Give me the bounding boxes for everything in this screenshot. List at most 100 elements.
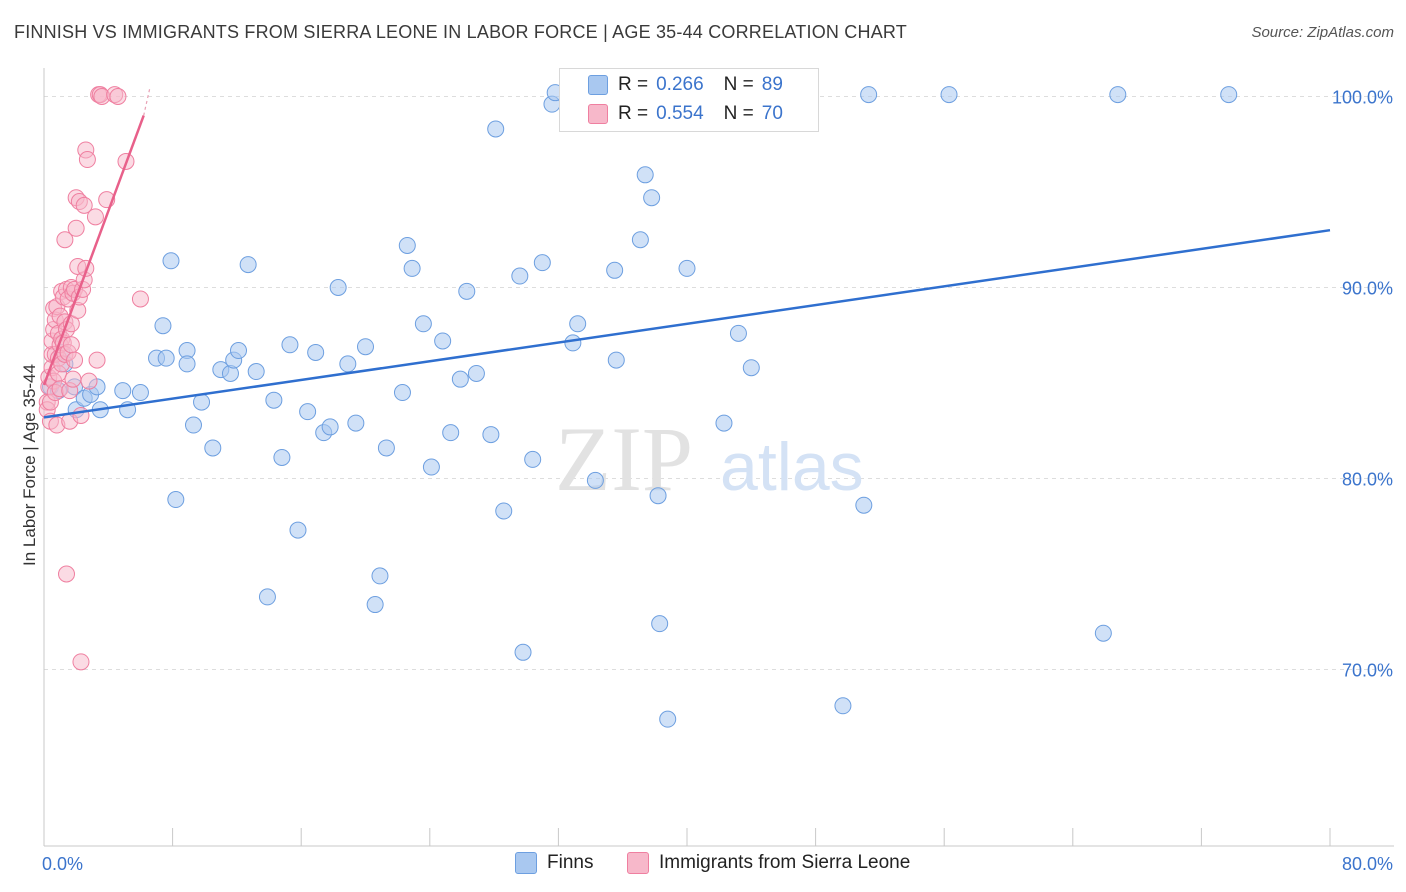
finns-point — [442, 424, 460, 442]
finns-point — [239, 256, 257, 274]
finns-point — [564, 334, 582, 352]
finns-point — [307, 343, 325, 361]
finns-point — [659, 710, 677, 728]
finns-point — [940, 86, 958, 104]
finns-point — [729, 324, 747, 342]
legend-swatch-finns — [588, 75, 608, 95]
finns-swatch-icon — [515, 852, 537, 874]
sierra-point — [72, 406, 90, 424]
finns-point — [649, 487, 667, 505]
legend-label-sierra: Immigrants from Sierra Leone — [659, 852, 911, 873]
finns-point — [321, 418, 339, 436]
legend-n-label: N = — [723, 103, 754, 124]
y-tick-label: 90.0% — [1342, 279, 1393, 299]
finns-point — [258, 588, 276, 606]
finns-point — [273, 448, 291, 466]
sierra-point — [62, 336, 80, 354]
watermark-atlas: atlas — [720, 429, 864, 505]
sierra-trend-line — [42, 115, 145, 386]
legend-item-finns[interactable]: Finns — [515, 852, 593, 874]
finns-point — [678, 259, 696, 277]
finns-point — [467, 364, 485, 382]
sierra-point — [64, 370, 82, 388]
sierra-point — [67, 219, 85, 237]
finns-point — [329, 279, 347, 296]
finns-point — [458, 282, 476, 300]
finns-point — [834, 697, 852, 715]
legend-r-value: 0.266 — [656, 74, 704, 95]
finns-point — [178, 355, 196, 373]
finns-point — [514, 643, 532, 661]
x-tick-label-min: 0.0% — [42, 854, 83, 874]
finns-point — [586, 471, 604, 489]
finns-point — [414, 315, 432, 333]
y-axis-label: In Labor Force | Age 35-44 — [20, 364, 39, 566]
finns-point — [377, 439, 395, 457]
legend-row-sierra: R = 0.554 N = 70 — [618, 102, 783, 126]
legend-r-label: R = — [618, 103, 649, 124]
sierra-trend-extension — [143, 86, 151, 116]
finns-point — [265, 391, 283, 409]
sierra-point — [56, 231, 74, 249]
gridlines — [44, 96, 1394, 670]
finns-point — [482, 426, 500, 444]
finns-trend-line — [43, 228, 1331, 419]
finns-point — [403, 259, 421, 277]
sierra-point — [72, 653, 90, 671]
chart-title: FINNISH VS IMMIGRANTS FROM SIERRA LEONE … — [14, 22, 907, 42]
finns-point — [154, 317, 172, 335]
y-tick-label: 100.0% — [1332, 88, 1393, 108]
legend-label-finns: Finns — [547, 852, 594, 873]
finns-point — [1109, 86, 1127, 104]
finns-point — [631, 231, 649, 249]
finns-point — [487, 120, 505, 138]
finns-point — [533, 254, 551, 272]
finns-point — [204, 439, 222, 457]
sierra-point — [88, 351, 106, 369]
legend-swatch-sierra — [588, 104, 608, 124]
finns-point — [131, 384, 149, 402]
series-sierra-leone — [38, 86, 149, 671]
finns-point — [247, 363, 265, 381]
legend-r-label: R = — [618, 74, 649, 95]
finns-point — [715, 414, 733, 432]
y-tick-label: 80.0% — [1342, 470, 1393, 490]
watermark: ZIP atlas — [555, 408, 864, 510]
finns-point — [860, 86, 878, 104]
finns-point — [524, 450, 542, 468]
finns-point — [569, 315, 587, 333]
finns-point — [643, 189, 661, 207]
legend-n-value: 70 — [761, 103, 783, 124]
source-label: Source: ZipAtlas.com — [1251, 24, 1394, 41]
sierra-point — [109, 88, 127, 105]
finns-point — [347, 414, 365, 432]
finns-point — [742, 359, 760, 377]
series-finns — [41, 84, 1238, 728]
finns-point — [114, 382, 132, 400]
legend-n-value: 89 — [761, 74, 783, 95]
y-tick-label: 70.0% — [1342, 661, 1393, 681]
axes — [43, 68, 1394, 847]
legend-item-sierra[interactable]: Immigrants from Sierra Leone — [627, 852, 910, 874]
finns-point — [299, 403, 317, 421]
sierra-point — [78, 151, 96, 169]
finns-point — [636, 166, 654, 184]
finns-point — [1094, 624, 1112, 642]
legend-row-finns: R = 0.266 N = 89 — [618, 73, 783, 97]
finns-point — [1220, 86, 1238, 104]
finns-point — [651, 615, 669, 633]
finns-point — [289, 521, 307, 539]
finns-point — [162, 252, 180, 270]
finns-point — [230, 342, 248, 360]
x-tick-label-max: 80.0% — [1342, 854, 1393, 874]
finns-point — [398, 236, 416, 254]
watermark-zip: ZIP — [555, 408, 693, 510]
sierra-point — [86, 208, 104, 226]
legend-r-value: 0.554 — [656, 103, 704, 124]
finns-point — [157, 349, 175, 367]
sierra-point — [58, 565, 76, 583]
legend-n-label: N = — [723, 74, 754, 95]
stats-legend: R = 0.266 N = 89 R = 0.554 N = 70 — [559, 68, 819, 132]
sierra-point — [66, 351, 84, 369]
finns-point — [607, 351, 625, 369]
